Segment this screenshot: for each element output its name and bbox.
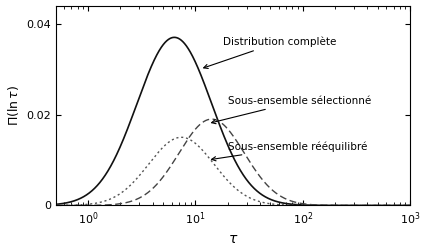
Text: Sous-ensemble rééquilibré: Sous-ensemble rééquilibré bbox=[212, 141, 367, 161]
Y-axis label: $\Pi(\ln \tau)$: $\Pi(\ln \tau)$ bbox=[6, 85, 20, 126]
X-axis label: $\tau$: $\tau$ bbox=[228, 232, 238, 246]
Text: Distribution complète: Distribution complète bbox=[204, 37, 336, 69]
Text: Sous-ensemble sélectionné: Sous-ensemble sélectionné bbox=[212, 96, 371, 124]
